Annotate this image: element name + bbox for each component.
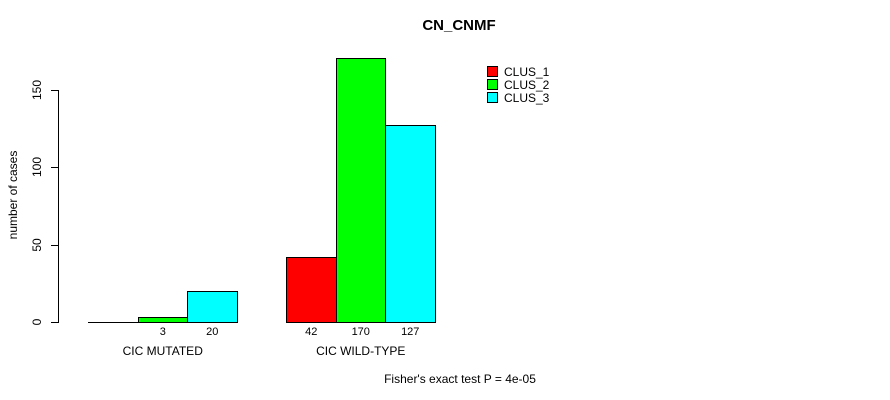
bar-clus-2-cic-mutated: [137, 317, 188, 323]
y-tick-label-150: 150: [30, 79, 44, 100]
bar-value-label-20: 20: [206, 326, 219, 338]
legend-label-clus-3: CLUS_3: [504, 90, 550, 105]
x-axis-group-label-cic-mutated: CIC MUTATED: [122, 344, 203, 358]
legend-swatch-clus-3: [487, 92, 498, 103]
legend: CLUS_1 CLUS_2 CLUS_3: [487, 64, 550, 105]
y-tick-0: [51, 322, 58, 323]
y-tick-50: [51, 244, 58, 246]
y-tick-100: [51, 167, 58, 168]
legend-label-clus-1: CLUS_1: [504, 64, 550, 79]
y-tick-label-50: 50: [30, 237, 44, 252]
chart-title: CN_CNMF: [422, 17, 496, 34]
bar-value-label-3: 3: [159, 326, 166, 338]
y-axis-line: [58, 89, 59, 323]
bar-value-label-42: 42: [305, 326, 318, 338]
legend-item-clus-2: CLUS_2: [487, 77, 550, 92]
footnote-fishers-test: Fisher's exact test P = 4e-05: [384, 372, 536, 386]
bar-clus-3-cic-wild-type: [385, 125, 436, 323]
bar-clus-1-cic-wild-type: [286, 257, 337, 323]
bar-value-label-127: 127: [401, 326, 420, 338]
y-tick-150: [51, 89, 58, 91]
legend-item-clus-1: CLUS_1: [487, 64, 550, 79]
bar-clus-1-cic-mutated: [88, 322, 139, 323]
bar-clus-3-cic-mutated: [187, 291, 238, 323]
y-axis-label: number of cases: [6, 150, 20, 240]
bar-value-label-170: 170: [351, 326, 370, 338]
y-tick-label-100: 100: [30, 156, 44, 178]
y-tick-label-0: 0: [30, 318, 44, 326]
legend-item-clus-3: CLUS_3: [487, 90, 550, 105]
x-axis-group-label-cic-wild-type: CIC WILD-TYPE: [316, 344, 406, 358]
legend-label-clus-2: CLUS_2: [504, 77, 550, 92]
legend-swatch-clus-1: [487, 66, 498, 77]
bar-clus-2-cic-wild-type: [335, 58, 386, 323]
legend-swatch-clus-2: [487, 79, 498, 90]
